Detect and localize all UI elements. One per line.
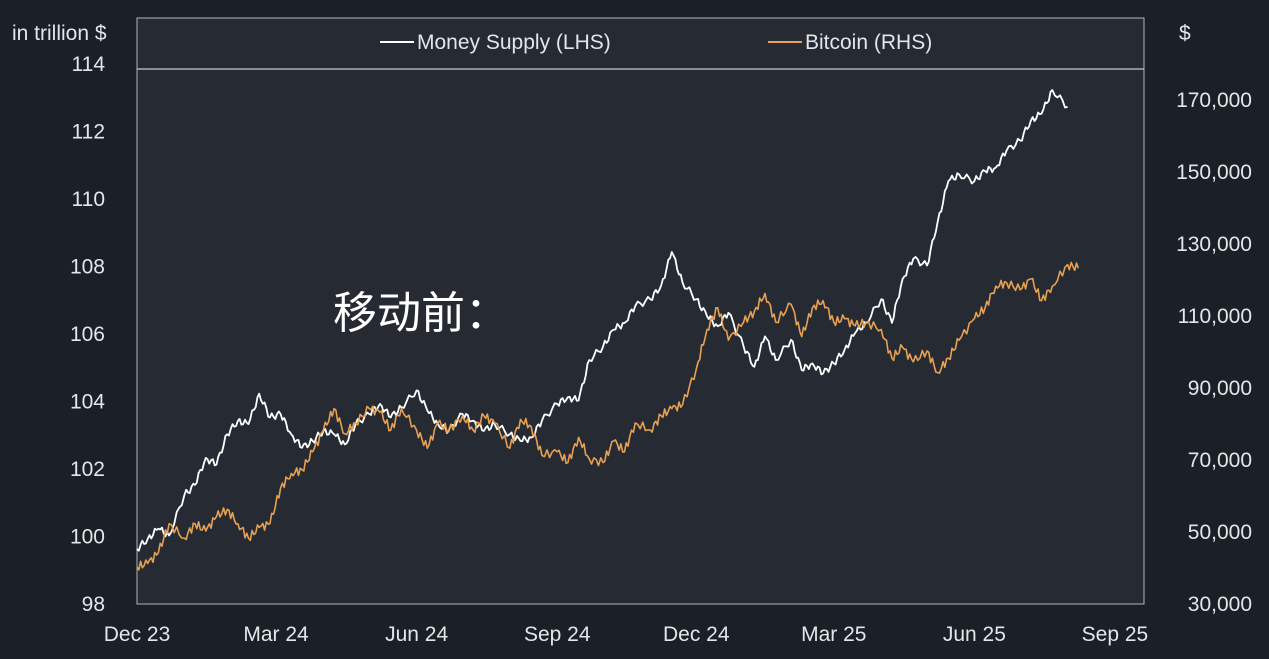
right-tick-label: 50,000	[1188, 521, 1252, 544]
bitcoin-line	[136, 261, 1080, 571]
left-tick-label: 110	[72, 188, 105, 211]
left-tick-label: 102	[70, 458, 105, 481]
right-tick-label: 130,000	[1176, 233, 1252, 256]
annotation-text: 移动前：	[333, 288, 509, 339]
legend: Money Supply (LHS) Bitcoin (RHS)	[380, 31, 932, 54]
x-axis-ticks: Dec 23 Mar 24 Jun 24 Sep 24 Dec 24 Mar 25 Jun …	[104, 623, 1149, 646]
x-tick-label: Dec 24	[663, 623, 730, 646]
right-tick-label: 30,000	[1188, 593, 1252, 616]
right-axis-unit-label: $	[1179, 22, 1191, 45]
x-tick-label: Dec 23	[104, 623, 171, 646]
right-tick-label: 70,000	[1188, 449, 1252, 472]
left-tick-label: 98	[82, 593, 105, 616]
right-tick-label: 150,000	[1176, 161, 1252, 184]
left-axis-unit-label: in trillion $	[12, 22, 107, 45]
plot-area	[136, 17, 1145, 605]
left-tick-label: 106	[70, 323, 105, 346]
legend-label-bitcoin: Bitcoin (RHS)	[805, 31, 932, 54]
x-tick-label: Mar 24	[243, 623, 309, 646]
left-axis-ticks: 98 100 102 104 106 108 110 112 114	[70, 53, 105, 616]
left-tick-label: 108	[70, 256, 105, 279]
left-tick-label: 100	[70, 526, 105, 549]
right-tick-label: 90,000	[1188, 377, 1252, 400]
x-tick-label: Jun 25	[943, 623, 1006, 646]
left-tick-label: 114	[72, 53, 106, 76]
x-tick-label: Jun 24	[385, 623, 448, 646]
x-tick-label: Mar 25	[801, 623, 866, 646]
money-supply-line	[136, 89, 1068, 552]
x-tick-label: Sep 24	[524, 623, 591, 646]
x-tick-label: Sep 25	[1082, 623, 1149, 646]
right-axis-ticks: 30,000 50,000 70,000 90,000 110,000 130,000 15…	[1176, 89, 1252, 616]
right-tick-label: 170,000	[1176, 89, 1252, 112]
left-tick-label: 112	[72, 121, 105, 144]
legend-label-money-supply: Money Supply (LHS)	[417, 31, 611, 54]
right-tick-label: 110,000	[1178, 305, 1252, 328]
left-tick-label: 104	[70, 391, 105, 414]
series-layer	[136, 89, 1080, 571]
